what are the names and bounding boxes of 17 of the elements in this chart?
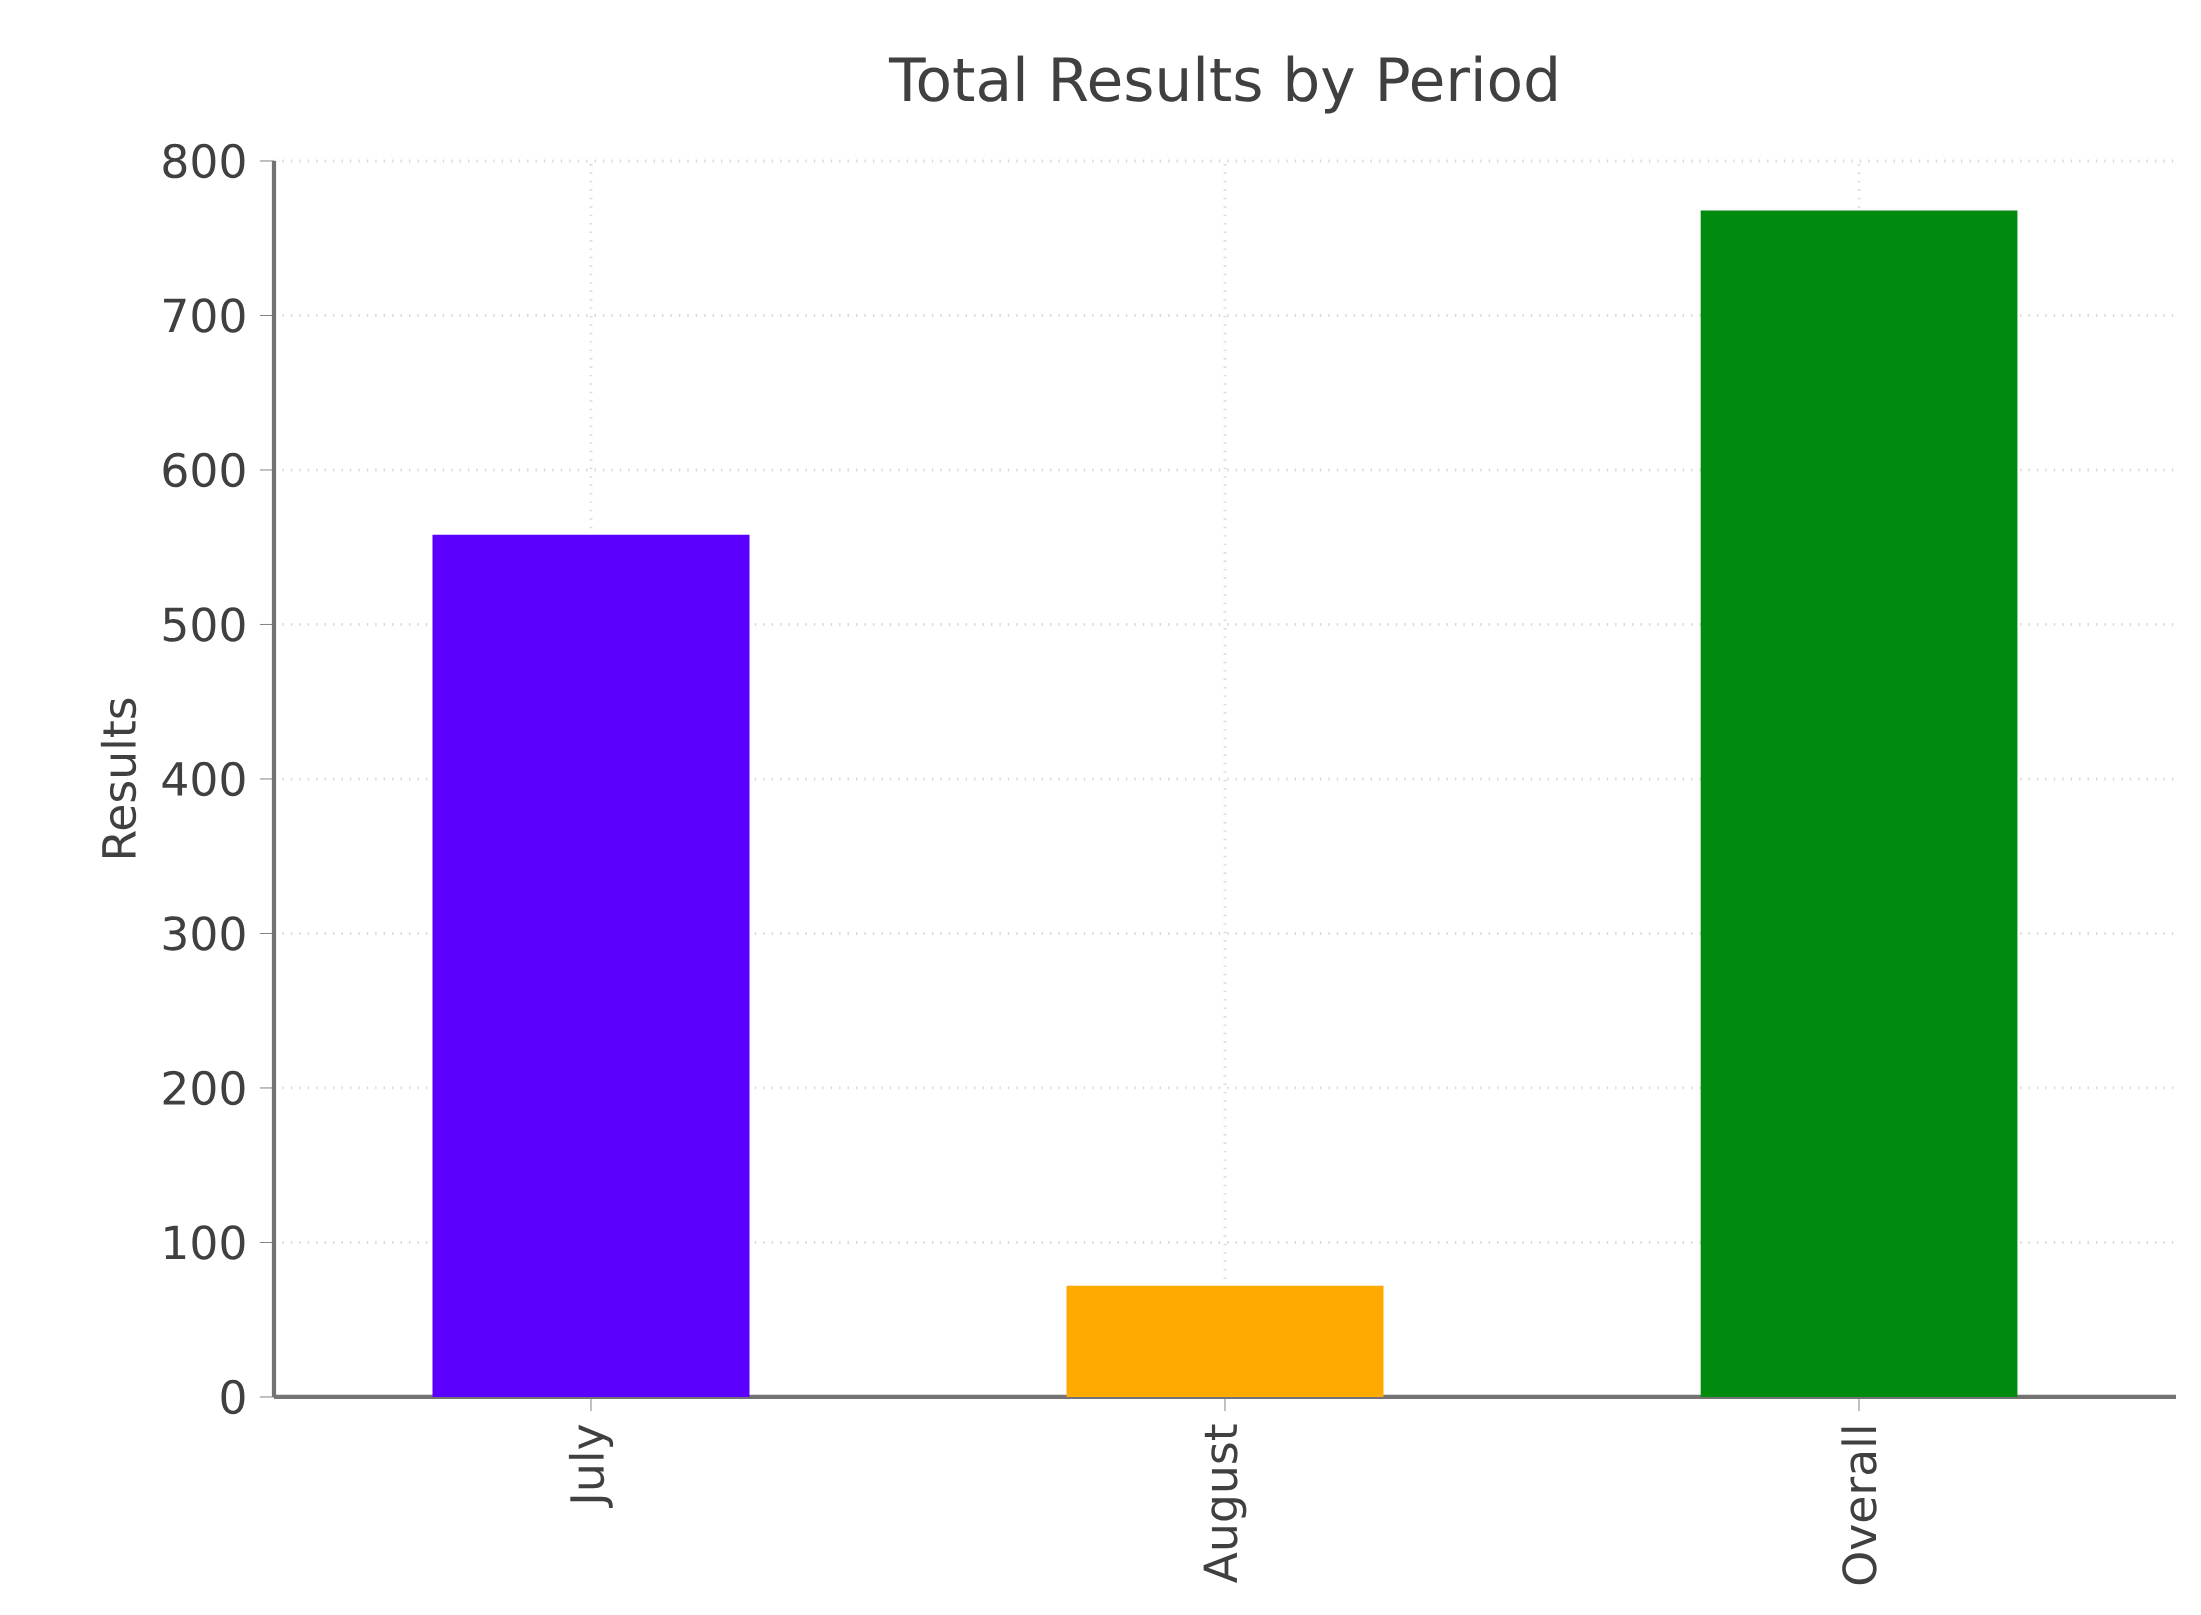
x-tick-label: July: [568, 1424, 614, 1508]
y-tick-label: 500: [163, 607, 245, 642]
y-tick-label: 800: [163, 143, 245, 179]
y-tick-label: 200: [163, 1070, 245, 1106]
y-tick-label: 300: [163, 916, 245, 951]
chart-title: Total Results by Period: [888, 55, 1556, 114]
y-tick-label: 0: [221, 1379, 245, 1415]
bar: [1066, 1285, 1384, 1397]
x-tick-label: Overall: [1841, 1427, 1877, 1585]
y-axis-title: Results: [100, 698, 137, 858]
y-tick-label: 400: [162, 761, 245, 797]
x-tick-label: August: [1203, 1424, 1247, 1584]
y-tick-label: 700: [164, 298, 245, 333]
y-tick-label: 100: [165, 1225, 245, 1260]
bar: [1700, 210, 2018, 1397]
y-tick-label: 600: [163, 452, 245, 488]
bar: [432, 534, 750, 1397]
